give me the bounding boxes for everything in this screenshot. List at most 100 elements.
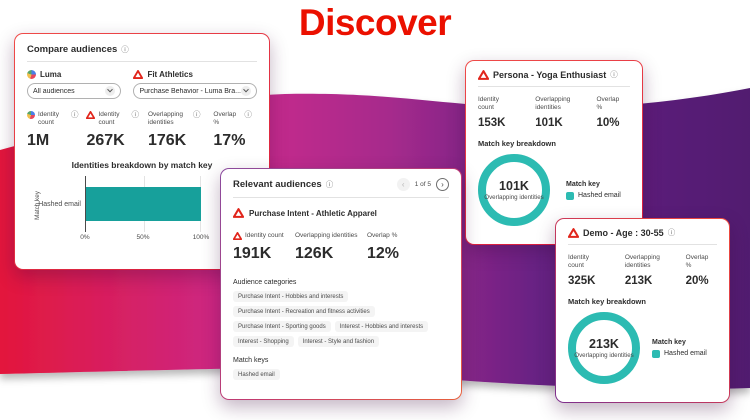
metric-overlapping-identities: Overlapping identities 101K [535, 96, 596, 129]
fit-athletics-logo-icon [86, 111, 96, 119]
donut-label: Overlapping identities [484, 194, 544, 202]
category-tag: Interest - Style and fashion [297, 336, 380, 348]
compare-audiences-title: Compare audiences [27, 44, 118, 55]
info-icon[interactable]: ⓘ [244, 110, 252, 119]
metric-value: 20% [685, 275, 709, 288]
info-icon[interactable]: ⓘ [325, 179, 334, 189]
x-tick: 0% [80, 234, 90, 242]
metric-label: Overlapping identities [535, 96, 571, 112]
luma-audience-dropdown[interactable]: All audiences [27, 83, 122, 99]
audience-name: Purchase Intent - Athletic Apparel [249, 208, 377, 218]
fit-athletics-logo-icon [133, 70, 144, 79]
metric-label: Identity count [568, 254, 589, 270]
match-key-donut-chart: 213K Overlapping identities [568, 312, 640, 385]
x-tick: 100% [192, 234, 210, 242]
divider [568, 244, 717, 245]
metric-overlapping-identities: Overlapping identities ⓘ 176K [148, 111, 213, 150]
match-key-breakdown-label: Match key breakdown [568, 297, 646, 307]
metric-value: 213K [624, 275, 653, 288]
metric-label: Overlapping identities [624, 254, 660, 270]
match-keys-label: Match keys [233, 357, 269, 365]
metric-label: Identity count [478, 96, 499, 112]
hashed-email-swatch [566, 191, 574, 200]
metric-identity-count-luma: Identity count ⓘ 1M [27, 111, 86, 150]
metric-label: Overlap % [596, 96, 620, 112]
chart-plot-area [85, 176, 201, 233]
category-tag: Purchase Intent - Sporting goods [233, 321, 331, 333]
metric-label: Overlapping identities [147, 111, 184, 127]
compare-audiences-card: Compare audiences ⓘ Luma All audiences [14, 33, 270, 270]
page-title: Discover [298, 2, 452, 43]
metric-overlap-pct: Overlap % 10% [596, 96, 630, 129]
metric-overlapping-identities: Overlapping identities 126K [295, 232, 367, 263]
metric-label: Identity count [98, 111, 120, 127]
persona-yoga-card: Persona - Yoga Enthusiast ⓘ Identity cou… [465, 60, 643, 245]
persona-card-title: Persona - Yoga Enthusiast [493, 70, 607, 80]
x-tick: 50% [136, 234, 150, 242]
divider [478, 86, 630, 87]
metric-value: 1M [27, 132, 50, 150]
info-icon[interactable]: ⓘ [121, 44, 129, 54]
fit-audience-dropdown[interactable]: Purchase Behavior - Luma Bra... [133, 83, 257, 99]
demo-age-card: Demo - Age : 30-55 ⓘ Identity count 325K… [555, 218, 730, 403]
next-page-button[interactable]: › [436, 178, 449, 191]
metric-value: 12% [367, 245, 400, 263]
metric-value: 191K [233, 245, 272, 263]
metric-identity-count-fit: Identity count ⓘ 267K [86, 111, 147, 150]
fit-athletics-logo-icon [478, 70, 489, 80]
fit-brand-label: Fit Athletics [147, 70, 193, 79]
metric-overlap-pct: Overlap % ⓘ 17% [213, 111, 257, 150]
luma-dropdown-value: All audiences [33, 87, 75, 95]
match-key-donut-chart: 101K Overlapping identities [478, 154, 550, 227]
chevron-down-icon [241, 86, 251, 96]
donut-value: 213K [589, 337, 619, 352]
relevant-audiences-card: Relevant audiences ⓘ ‹ 1 of 5 › Purchase… [220, 168, 462, 400]
fit-dropdown-value: Purchase Behavior - Luma Bra... [139, 87, 241, 95]
metric-value: 17% [213, 132, 246, 150]
category-tag: Purchase Intent - Hobbies and interests [233, 291, 349, 303]
hashed-email-swatch [652, 349, 660, 358]
metric-value: 10% [596, 117, 620, 130]
metric-identity-count: Identity count 153K [478, 96, 535, 129]
donut-legend: Match key Hashed email [566, 181, 621, 200]
fit-athletics-logo-icon [233, 208, 244, 218]
page-indicator: 1 of 5 [414, 181, 431, 188]
legend-title: Match key [566, 180, 600, 188]
luma-audience-selector: Luma All audiences [27, 70, 122, 99]
divider [233, 197, 449, 198]
chevron-down-icon [105, 86, 116, 96]
donut-label: Overlapping identities [574, 352, 634, 360]
fit-athletics-logo-icon [233, 232, 242, 240]
metric-overlap-pct: Overlap % 12% [367, 232, 417, 263]
chart-bar-label: Hashed email [38, 200, 81, 208]
donut-value: 101K [499, 179, 529, 194]
relevant-audiences-title: Relevant audiences [233, 179, 322, 190]
demo-card-title: Demo - Age : 30-55 [583, 228, 664, 238]
category-tag: Purchase Intent - Recreation and fitness… [233, 306, 375, 318]
info-icon[interactable]: ⓘ [131, 110, 139, 119]
metric-label: Overlap % [213, 111, 237, 127]
match-key-bar-chart: Identities breakdown by match key Match … [27, 160, 257, 242]
hashed-email-bar [86, 187, 201, 222]
chart-y-axis-label: Match key [33, 191, 41, 221]
match-key-tag: Hashed email [233, 369, 280, 381]
metric-label: Identity count [38, 111, 59, 127]
metric-value: 101K [535, 117, 563, 130]
metric-value: 267K [86, 132, 125, 150]
luma-brand-label: Luma [40, 70, 62, 79]
prev-page-button[interactable]: ‹ [396, 178, 410, 191]
metric-identity-count: Identity count 325K [568, 254, 625, 287]
metric-label: Identity count [245, 232, 284, 239]
category-tag: Interest - Hobbies and interests [334, 321, 429, 333]
donut-legend: Match key Hashed email [652, 339, 707, 358]
info-icon[interactable]: ⓘ [71, 110, 79, 119]
pagination: ‹ 1 of 5 › [396, 178, 449, 191]
info-icon[interactable]: ⓘ [610, 70, 618, 80]
match-key-breakdown-label: Match key breakdown [478, 139, 556, 149]
fit-athletics-logo-icon [568, 228, 579, 238]
info-icon[interactable]: ⓘ [192, 110, 201, 119]
metric-label: Overlap % [685, 254, 709, 270]
info-icon[interactable]: ⓘ [667, 228, 676, 238]
luma-logo-icon [27, 70, 36, 79]
